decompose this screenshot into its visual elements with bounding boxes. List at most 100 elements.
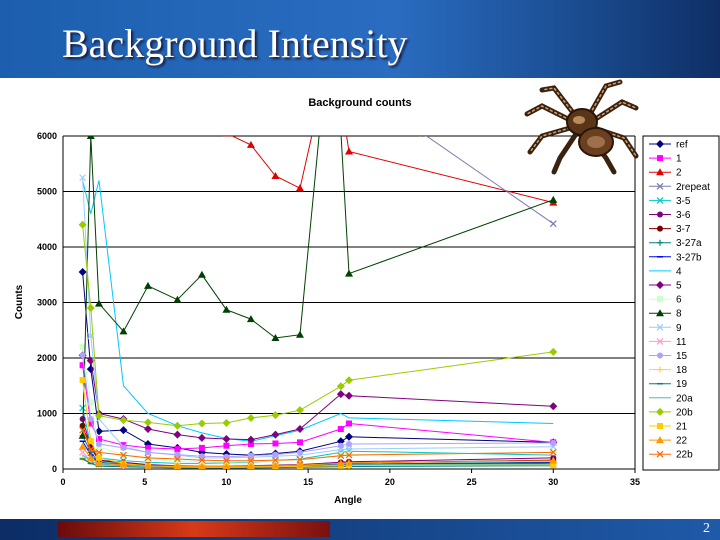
data-point <box>656 436 664 444</box>
data-point <box>657 155 663 162</box>
series-9 <box>79 174 557 462</box>
data-point <box>271 411 280 420</box>
legend-label: 1 <box>676 154 682 165</box>
legend-label: 3-7 <box>676 224 691 235</box>
series-line <box>82 458 554 469</box>
data-point <box>246 315 255 323</box>
x-tick-label: 25 <box>467 477 477 487</box>
data-point <box>119 426 128 435</box>
y-tick-label: 0 <box>52 464 57 474</box>
chart-title: Background counts <box>308 97 411 109</box>
legend-entry: 8 <box>649 309 682 320</box>
data-point <box>119 416 128 425</box>
series-2repeat <box>419 136 557 228</box>
data-point <box>295 406 304 415</box>
data-point <box>223 453 230 460</box>
legend-entry: 3-5 <box>649 196 691 207</box>
data-point <box>247 457 255 465</box>
data-point <box>309 126 317 133</box>
data-point <box>143 461 152 469</box>
data-point <box>345 269 353 277</box>
series-line <box>82 180 554 442</box>
data-point <box>419 136 426 137</box>
data-point <box>656 407 664 416</box>
series-4 <box>82 180 554 442</box>
data-point <box>79 362 86 369</box>
series-1 <box>79 362 557 453</box>
legend-entry: 2 <box>649 168 682 179</box>
legend-entry: 3-27b <box>649 252 702 263</box>
data-point <box>656 337 664 345</box>
data-point <box>656 450 664 458</box>
data-point <box>549 448 557 456</box>
data-point <box>79 352 86 359</box>
data-point <box>336 390 345 399</box>
data-point <box>87 420 94 427</box>
series-line <box>82 224 554 427</box>
data-point <box>198 462 206 469</box>
data-point <box>246 413 255 422</box>
legend-label: 22 <box>676 436 688 447</box>
data-point <box>346 441 352 448</box>
legend-entry: 22b <box>649 450 693 461</box>
data-point <box>342 126 350 133</box>
legend-label: 2repeat <box>676 182 710 193</box>
data-point <box>295 461 304 469</box>
x-axis-label: Angle <box>334 495 362 506</box>
data-point <box>272 440 279 447</box>
data-point <box>247 462 255 469</box>
data-point <box>223 442 230 449</box>
legend-label: 20a <box>676 393 693 404</box>
data-point <box>337 452 345 460</box>
data-point <box>656 168 664 176</box>
data-point <box>94 299 103 307</box>
data-point <box>79 426 87 434</box>
data-point <box>295 330 304 338</box>
legend-entry: 3-27a <box>649 238 702 249</box>
data-point <box>223 459 230 466</box>
data-point <box>79 454 86 461</box>
data-point <box>174 451 181 458</box>
legend-entry: 22 <box>649 436 688 447</box>
data-point <box>271 461 280 469</box>
data-point <box>549 456 558 464</box>
data-point <box>197 419 206 428</box>
legend-label: 15 <box>676 351 688 362</box>
data-point <box>87 416 94 423</box>
data-point <box>144 449 151 456</box>
data-point <box>95 454 102 461</box>
legend-label: 3-6 <box>676 210 691 221</box>
data-point <box>336 382 345 391</box>
data-point <box>119 460 128 468</box>
series-line <box>82 136 554 436</box>
data-point <box>197 433 206 442</box>
series-22 <box>78 442 558 469</box>
x-tick-label: 10 <box>221 477 231 487</box>
data-point <box>222 418 231 427</box>
legend-label: 8 <box>676 309 682 320</box>
legend-entry: 20b <box>649 407 693 418</box>
data-point <box>336 437 345 446</box>
page-number: 2 <box>703 521 710 536</box>
data-point <box>550 462 557 469</box>
data-point <box>86 453 95 461</box>
legend-entry: 9 <box>649 323 682 334</box>
data-point <box>86 136 95 139</box>
data-point <box>144 456 151 463</box>
x-tick-label: 15 <box>303 477 313 487</box>
data-point <box>143 425 152 434</box>
legend-label: 3-27a <box>676 238 702 249</box>
data-point <box>345 147 353 155</box>
data-point <box>95 448 103 456</box>
series-2 <box>222 126 558 206</box>
data-point <box>79 174 87 182</box>
data-point <box>656 196 664 204</box>
data-point <box>222 462 231 469</box>
data-point <box>246 140 255 148</box>
data-point <box>549 347 558 356</box>
legend-entry: ref <box>649 140 688 151</box>
data-point <box>198 444 205 451</box>
data-point <box>657 225 663 232</box>
tarantula-illustration <box>524 79 639 175</box>
